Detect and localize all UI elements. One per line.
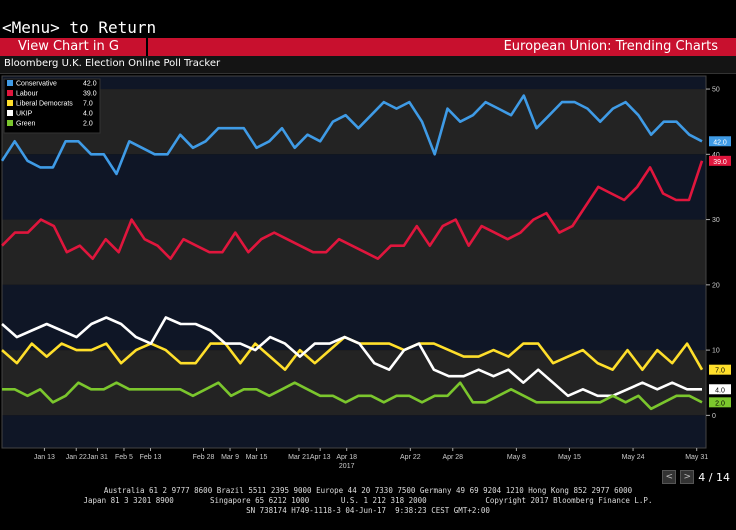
series-lines [0, 94, 704, 411]
x-tick-label: Apr 18 [336, 454, 357, 461]
y-axis: 0 10 20 30 40 50 [706, 87, 720, 420]
chart-band-6 [2, 76, 706, 90]
legend-series-value: 39.0 [83, 91, 97, 98]
series-end-badge [709, 364, 731, 375]
legend-swatch [7, 120, 13, 126]
series-end-value: 39.0 [713, 159, 727, 166]
y-tick-label: 40 [712, 152, 720, 159]
series-line-ukip [1, 316, 702, 398]
series-line-labour [1, 160, 704, 260]
series-end-value: 4.0 [715, 387, 725, 394]
footer-contacts-2: Japan 81 3 3201 8900 Singapore 65 6212 1… [83, 496, 653, 505]
y-tick-label: 20 [712, 282, 720, 289]
section-title: European Union: Trending Charts [503, 39, 718, 54]
y-tick-label: 50 [712, 87, 720, 94]
legend-series-value: 7.0 [83, 101, 93, 108]
x-year-label: 2017 [339, 463, 355, 470]
legend-swatch [7, 80, 13, 86]
chart-band-2 [2, 219, 706, 285]
series-end-value: 7.0 [715, 368, 725, 375]
y-tick-label: 0 [712, 413, 716, 420]
series-line-green [2, 381, 703, 411]
x-tick-label: Feb 5 [115, 454, 133, 461]
x-tick-label: Feb 28 [193, 454, 215, 461]
x-tick-label: Mar 9 [221, 454, 239, 461]
footer-session: SN 738174 H749-1118-3 04-Jun-17 9:38:23 … [246, 506, 490, 515]
chart-band-0 [2, 89, 706, 155]
series-end-value: 2.0 [715, 400, 725, 407]
menu-line: <Menu> to Return [0, 0, 736, 38]
x-tick-label: Apr 13 [310, 454, 331, 461]
x-tick-label: Jan 13 [34, 454, 55, 461]
x-tick-label: May 8 [507, 454, 526, 461]
legend-series-name: Green [16, 121, 36, 128]
chart-legend: Conservative 42.0 Labour 39.0 Liberal Democr… [3, 78, 101, 134]
series-end-badge [709, 397, 731, 408]
legend-swatch [7, 100, 13, 106]
y-tick-label: 10 [712, 348, 720, 355]
series-end-value: 42.0 [713, 139, 727, 146]
x-tick-label: Jan 22 [66, 454, 87, 461]
chart-band-4 [2, 350, 706, 416]
legend-series-value: 4.0 [83, 111, 93, 118]
legend-series-name: Labour [16, 91, 38, 98]
x-tick-label: May 31 [685, 454, 708, 461]
chevron-right-icon[interactable]: > [680, 470, 695, 484]
legend-series-name: UKIP [16, 111, 33, 118]
series-end-badge [709, 155, 731, 166]
plot-frame [1, 75, 707, 449]
x-tick-label: May 24 [622, 454, 645, 461]
legend-series-value: 42.0 [83, 81, 97, 88]
chevron-left-icon[interactable]: < [662, 470, 677, 484]
x-tick-label: May 15 [558, 454, 581, 461]
x-tick-label: Apr 22 [400, 454, 421, 461]
view-chart-button[interactable]: View Chart in G [0, 38, 148, 56]
x-axis: Jan 13 Jan 22 Jan 31 Feb 5 Feb 13 Feb 28 Mar 9… [34, 448, 708, 470]
page-indicator: 4 / 14 [698, 470, 730, 484]
legend-series-name: Liberal Democrats [16, 101, 73, 108]
x-tick-label: Mar 15 [246, 454, 268, 461]
chart-bands [1, 75, 707, 449]
x-tick-label: Mar 21 [288, 454, 310, 461]
x-tick-label: Feb 13 [140, 454, 162, 461]
legend-swatch [7, 110, 13, 116]
legend-series-value: 2.0 [83, 121, 93, 128]
legend-box [3, 78, 101, 134]
legend-series-name: Conservative [16, 81, 57, 88]
footer: Australia 61 2 9777 8600 Brazil 5511 239… [0, 484, 736, 530]
chart-title-bar [0, 56, 736, 74]
series-end-badge [709, 136, 731, 147]
y-tick-label: 30 [712, 217, 720, 224]
legend-swatch [7, 90, 13, 96]
x-tick-label: Jan 31 [87, 454, 108, 461]
pager: < > 4 / 14 [662, 470, 730, 484]
series-end-labels: 42.0 39.0 7.0 4.0 2.0 [709, 136, 731, 408]
menu-return-text[interactable]: <Menu> to Return [2, 18, 157, 37]
chart-band-5 [2, 415, 706, 448]
poll-tracker-chart: Jan 13 Jan 22 Jan 31 Feb 5 Feb 13 Feb 28 Mar 9… [0, 75, 731, 470]
chart-title: Bloomberg U.K. Election Online Poll Trac… [4, 58, 221, 69]
series-line-conservative [0, 94, 703, 176]
x-tick-label: Apr 28 [442, 454, 463, 461]
chart-band-3 [2, 284, 706, 351]
footer-contacts-1: Australia 61 2 9777 8600 Brazil 5511 239… [103, 486, 633, 495]
series-end-badge [709, 384, 731, 395]
title-bar [0, 38, 736, 56]
